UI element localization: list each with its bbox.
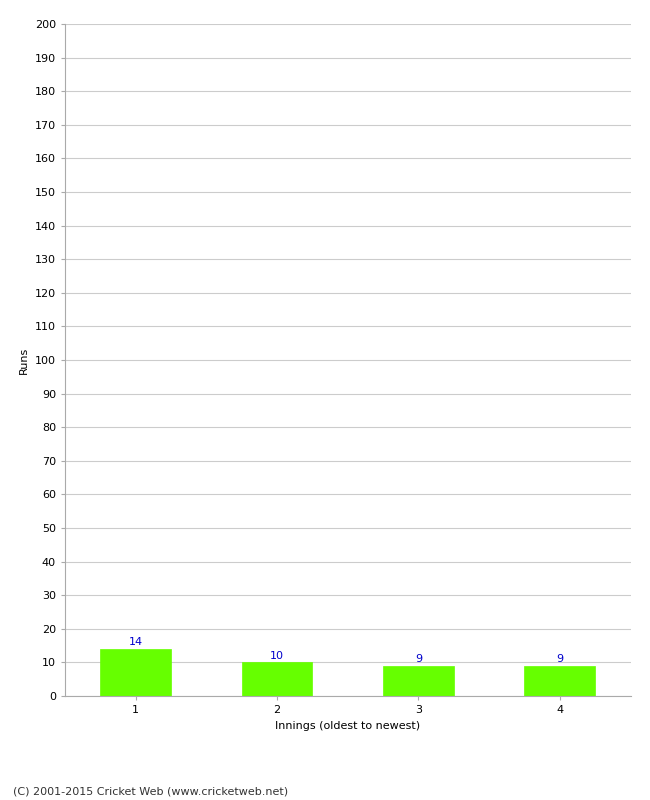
X-axis label: Innings (oldest to newest): Innings (oldest to newest) [275,721,421,730]
Text: 9: 9 [556,654,564,664]
Bar [100,649,171,696]
Text: 9: 9 [415,654,422,664]
Y-axis label: Runs: Runs [20,346,29,374]
Bar [242,662,313,696]
Text: 10: 10 [270,650,284,661]
Text: 14: 14 [129,638,143,647]
Bar [383,666,454,696]
Bar [525,666,595,696]
Text: (C) 2001-2015 Cricket Web (www.cricketweb.net): (C) 2001-2015 Cricket Web (www.cricketwe… [13,786,288,796]
